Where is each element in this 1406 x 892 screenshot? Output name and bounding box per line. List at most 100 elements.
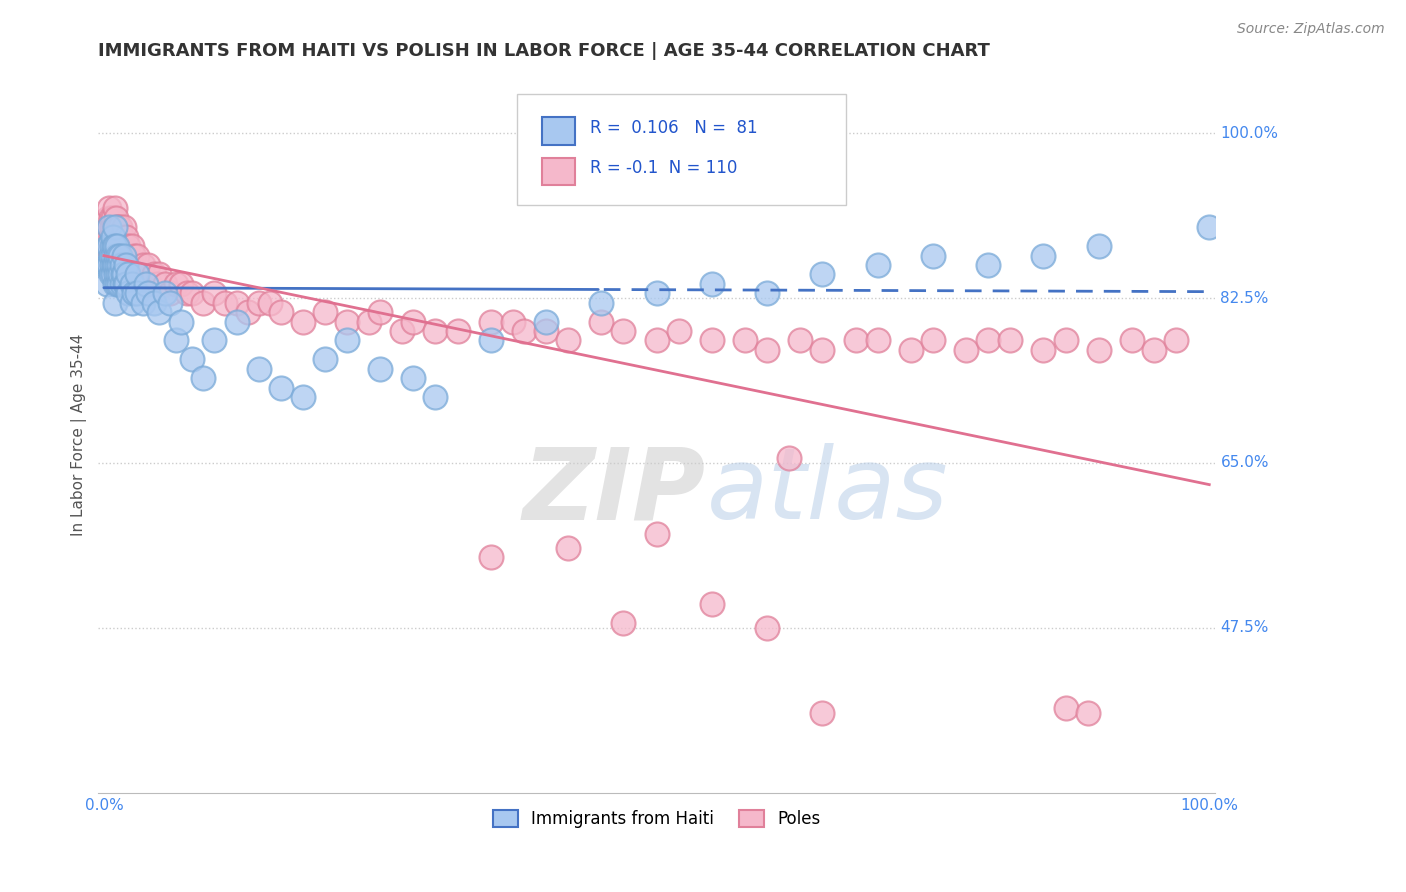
Point xyxy=(1121,334,1143,348)
Point xyxy=(136,286,159,301)
Point xyxy=(105,220,128,235)
Point xyxy=(105,268,128,282)
Point xyxy=(100,239,122,253)
Point xyxy=(124,268,146,282)
Point xyxy=(402,371,425,385)
Point xyxy=(121,239,143,253)
Point xyxy=(922,249,945,263)
Point xyxy=(1000,334,1022,348)
Point xyxy=(110,229,132,244)
Point xyxy=(104,277,127,291)
Point xyxy=(336,334,359,348)
Legend: Immigrants from Haiti, Poles: Immigrants from Haiti, Poles xyxy=(486,803,827,834)
Point xyxy=(336,314,359,328)
Point xyxy=(107,249,129,263)
Point xyxy=(314,305,336,319)
Point xyxy=(645,286,668,301)
Point xyxy=(866,334,889,348)
Point xyxy=(107,268,129,282)
Text: 82.5%: 82.5% xyxy=(1220,291,1268,305)
Point xyxy=(117,268,139,282)
Point xyxy=(104,258,127,272)
Point xyxy=(103,239,125,253)
Point xyxy=(118,258,141,272)
Point xyxy=(811,706,834,720)
Point xyxy=(105,277,128,291)
Point xyxy=(96,220,118,235)
Point xyxy=(125,286,148,301)
Point xyxy=(1164,334,1187,348)
Point xyxy=(368,305,391,319)
Point xyxy=(181,352,204,367)
Point xyxy=(104,202,127,216)
Point xyxy=(104,220,127,235)
Point xyxy=(97,229,120,244)
Point xyxy=(204,286,226,301)
Point xyxy=(259,295,281,310)
Point xyxy=(247,295,270,310)
Point xyxy=(359,314,381,328)
Point xyxy=(100,249,122,263)
Point xyxy=(236,305,259,319)
Point xyxy=(110,277,132,291)
Point xyxy=(101,249,124,263)
Point xyxy=(204,334,226,348)
Point xyxy=(153,277,176,291)
Point xyxy=(98,239,121,253)
Text: R =  0.106   N =  81: R = 0.106 N = 81 xyxy=(589,120,758,137)
Point xyxy=(900,343,922,357)
Point xyxy=(104,295,127,310)
Point xyxy=(96,277,118,291)
Point xyxy=(103,239,125,253)
Point xyxy=(756,286,779,301)
Point xyxy=(181,286,204,301)
Point xyxy=(117,286,139,301)
Point xyxy=(170,277,193,291)
Point xyxy=(591,295,613,310)
Point xyxy=(479,334,502,348)
Point xyxy=(977,258,1000,272)
Text: 47.5%: 47.5% xyxy=(1220,620,1268,635)
Point xyxy=(100,239,122,253)
Point xyxy=(105,211,128,225)
Point xyxy=(811,268,834,282)
Point xyxy=(844,334,866,348)
Point xyxy=(100,268,122,282)
Point xyxy=(112,268,135,282)
Point xyxy=(402,314,425,328)
Point xyxy=(110,268,132,282)
Point xyxy=(425,390,447,404)
Point xyxy=(104,220,127,235)
Point xyxy=(1143,343,1166,357)
Point xyxy=(612,615,634,630)
Point xyxy=(922,334,945,348)
Point xyxy=(159,295,181,310)
Point xyxy=(170,314,193,328)
Point xyxy=(97,239,120,253)
Point xyxy=(115,249,138,263)
Point xyxy=(534,324,557,338)
Point xyxy=(105,229,128,244)
Point xyxy=(98,258,121,272)
Point xyxy=(1087,343,1109,357)
Point xyxy=(121,258,143,272)
Point xyxy=(159,286,181,301)
Point xyxy=(977,334,1000,348)
Point xyxy=(122,249,145,263)
Point xyxy=(115,258,138,272)
Point xyxy=(142,295,165,310)
Point xyxy=(96,239,118,253)
Text: 65.0%: 65.0% xyxy=(1220,456,1268,470)
Point xyxy=(193,295,215,310)
Point xyxy=(513,324,536,338)
Point xyxy=(153,286,176,301)
Point xyxy=(148,305,170,319)
Point xyxy=(114,277,136,291)
Point xyxy=(811,343,834,357)
Point xyxy=(110,220,132,235)
Point xyxy=(778,451,800,466)
Point xyxy=(591,314,613,328)
Text: Source: ZipAtlas.com: Source: ZipAtlas.com xyxy=(1237,22,1385,37)
Point xyxy=(101,229,124,244)
Point xyxy=(1032,249,1054,263)
